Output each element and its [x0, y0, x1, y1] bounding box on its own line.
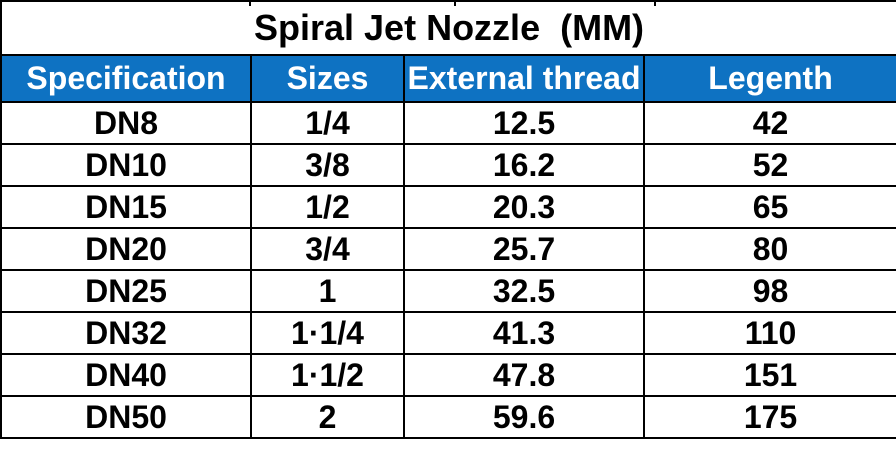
- table-row: DN50 2 59.6 175: [0, 395, 896, 439]
- table-cell-specification: DN32: [0, 311, 252, 355]
- table-row: DN25 1 32.5 98: [0, 269, 896, 313]
- table-cell-legenth: 98: [642, 269, 896, 313]
- table-cell-specification: DN20: [0, 227, 252, 271]
- table-cell-sizes: 1·1/4: [250, 311, 405, 355]
- table-cell-external-thread: 25.7: [403, 227, 645, 271]
- header-row: Specification Sizes External thread Lege…: [0, 54, 896, 103]
- table-cell-external-thread: 20.3: [403, 185, 645, 229]
- table-cell-external-thread: 41.3: [403, 311, 645, 355]
- table-cell-legenth: 65: [642, 185, 896, 229]
- table-cell-external-thread: 12.5: [403, 101, 645, 145]
- grid-remnant-tick: [249, 0, 251, 6]
- table-cell-sizes: 1/4: [250, 101, 405, 145]
- table-cell-specification: DN15: [0, 185, 252, 229]
- table-body: DN8 1/4 12.5 42 DN10 3/8 16.2 52 DN15 1/2 20.3 65 DN…: [0, 101, 896, 439]
- table-row: DN15 1/2 20.3 65: [0, 185, 896, 229]
- table-cell-sizes: 1/2: [250, 185, 405, 229]
- table-row: DN8 1/4 12.5 42: [0, 101, 896, 145]
- table-title: Spiral Jet Nozzle (MM): [0, 0, 896, 56]
- grid-remnant-tick: [454, 0, 456, 6]
- table-cell-specification: DN10: [0, 143, 252, 187]
- table-cell-legenth: 52: [642, 143, 896, 187]
- table-cell-specification: DN8: [0, 101, 252, 145]
- column-header-external-thread: External thread: [403, 54, 645, 103]
- table-cell-legenth: 175: [642, 395, 896, 439]
- table-cell-sizes: 3/4: [250, 227, 405, 271]
- column-header-sizes: Sizes: [250, 54, 405, 103]
- table-cell-sizes: 3/8: [250, 143, 405, 187]
- table-cell-external-thread: 16.2: [403, 143, 645, 187]
- table-cell-legenth: 80: [642, 227, 896, 271]
- table-cell-external-thread: 59.6: [403, 395, 645, 439]
- table-row: DN20 3/4 25.7 80: [0, 227, 896, 271]
- table-cell-legenth: 151: [642, 353, 896, 397]
- table-cell-external-thread: 32.5: [403, 269, 645, 313]
- table-cell-legenth: 110: [642, 311, 896, 355]
- table-cell-specification: DN40: [0, 353, 252, 397]
- table-cell-sizes: 2: [250, 395, 405, 439]
- title-row: Spiral Jet Nozzle (MM): [0, 0, 896, 56]
- table-cell-legenth: 42: [642, 101, 896, 145]
- table-row: DN32 1·1/4 41.3 110: [0, 311, 896, 355]
- spec-table: Spiral Jet Nozzle (MM) Specification Siz…: [0, 0, 896, 439]
- table-row: DN40 1·1/2 47.8 151: [0, 353, 896, 397]
- table-cell-specification: DN25: [0, 269, 252, 313]
- column-header-legenth: Legenth: [642, 54, 896, 103]
- column-header-specification: Specification: [0, 54, 252, 103]
- table-cell-external-thread: 47.8: [403, 353, 645, 397]
- table-row: DN10 3/8 16.2 52: [0, 143, 896, 187]
- table-cell-specification: DN50: [0, 395, 252, 439]
- grid-remnant-tick: [654, 0, 656, 6]
- table-cell-sizes: 1: [250, 269, 405, 313]
- table-cell-sizes: 1·1/2: [250, 353, 405, 397]
